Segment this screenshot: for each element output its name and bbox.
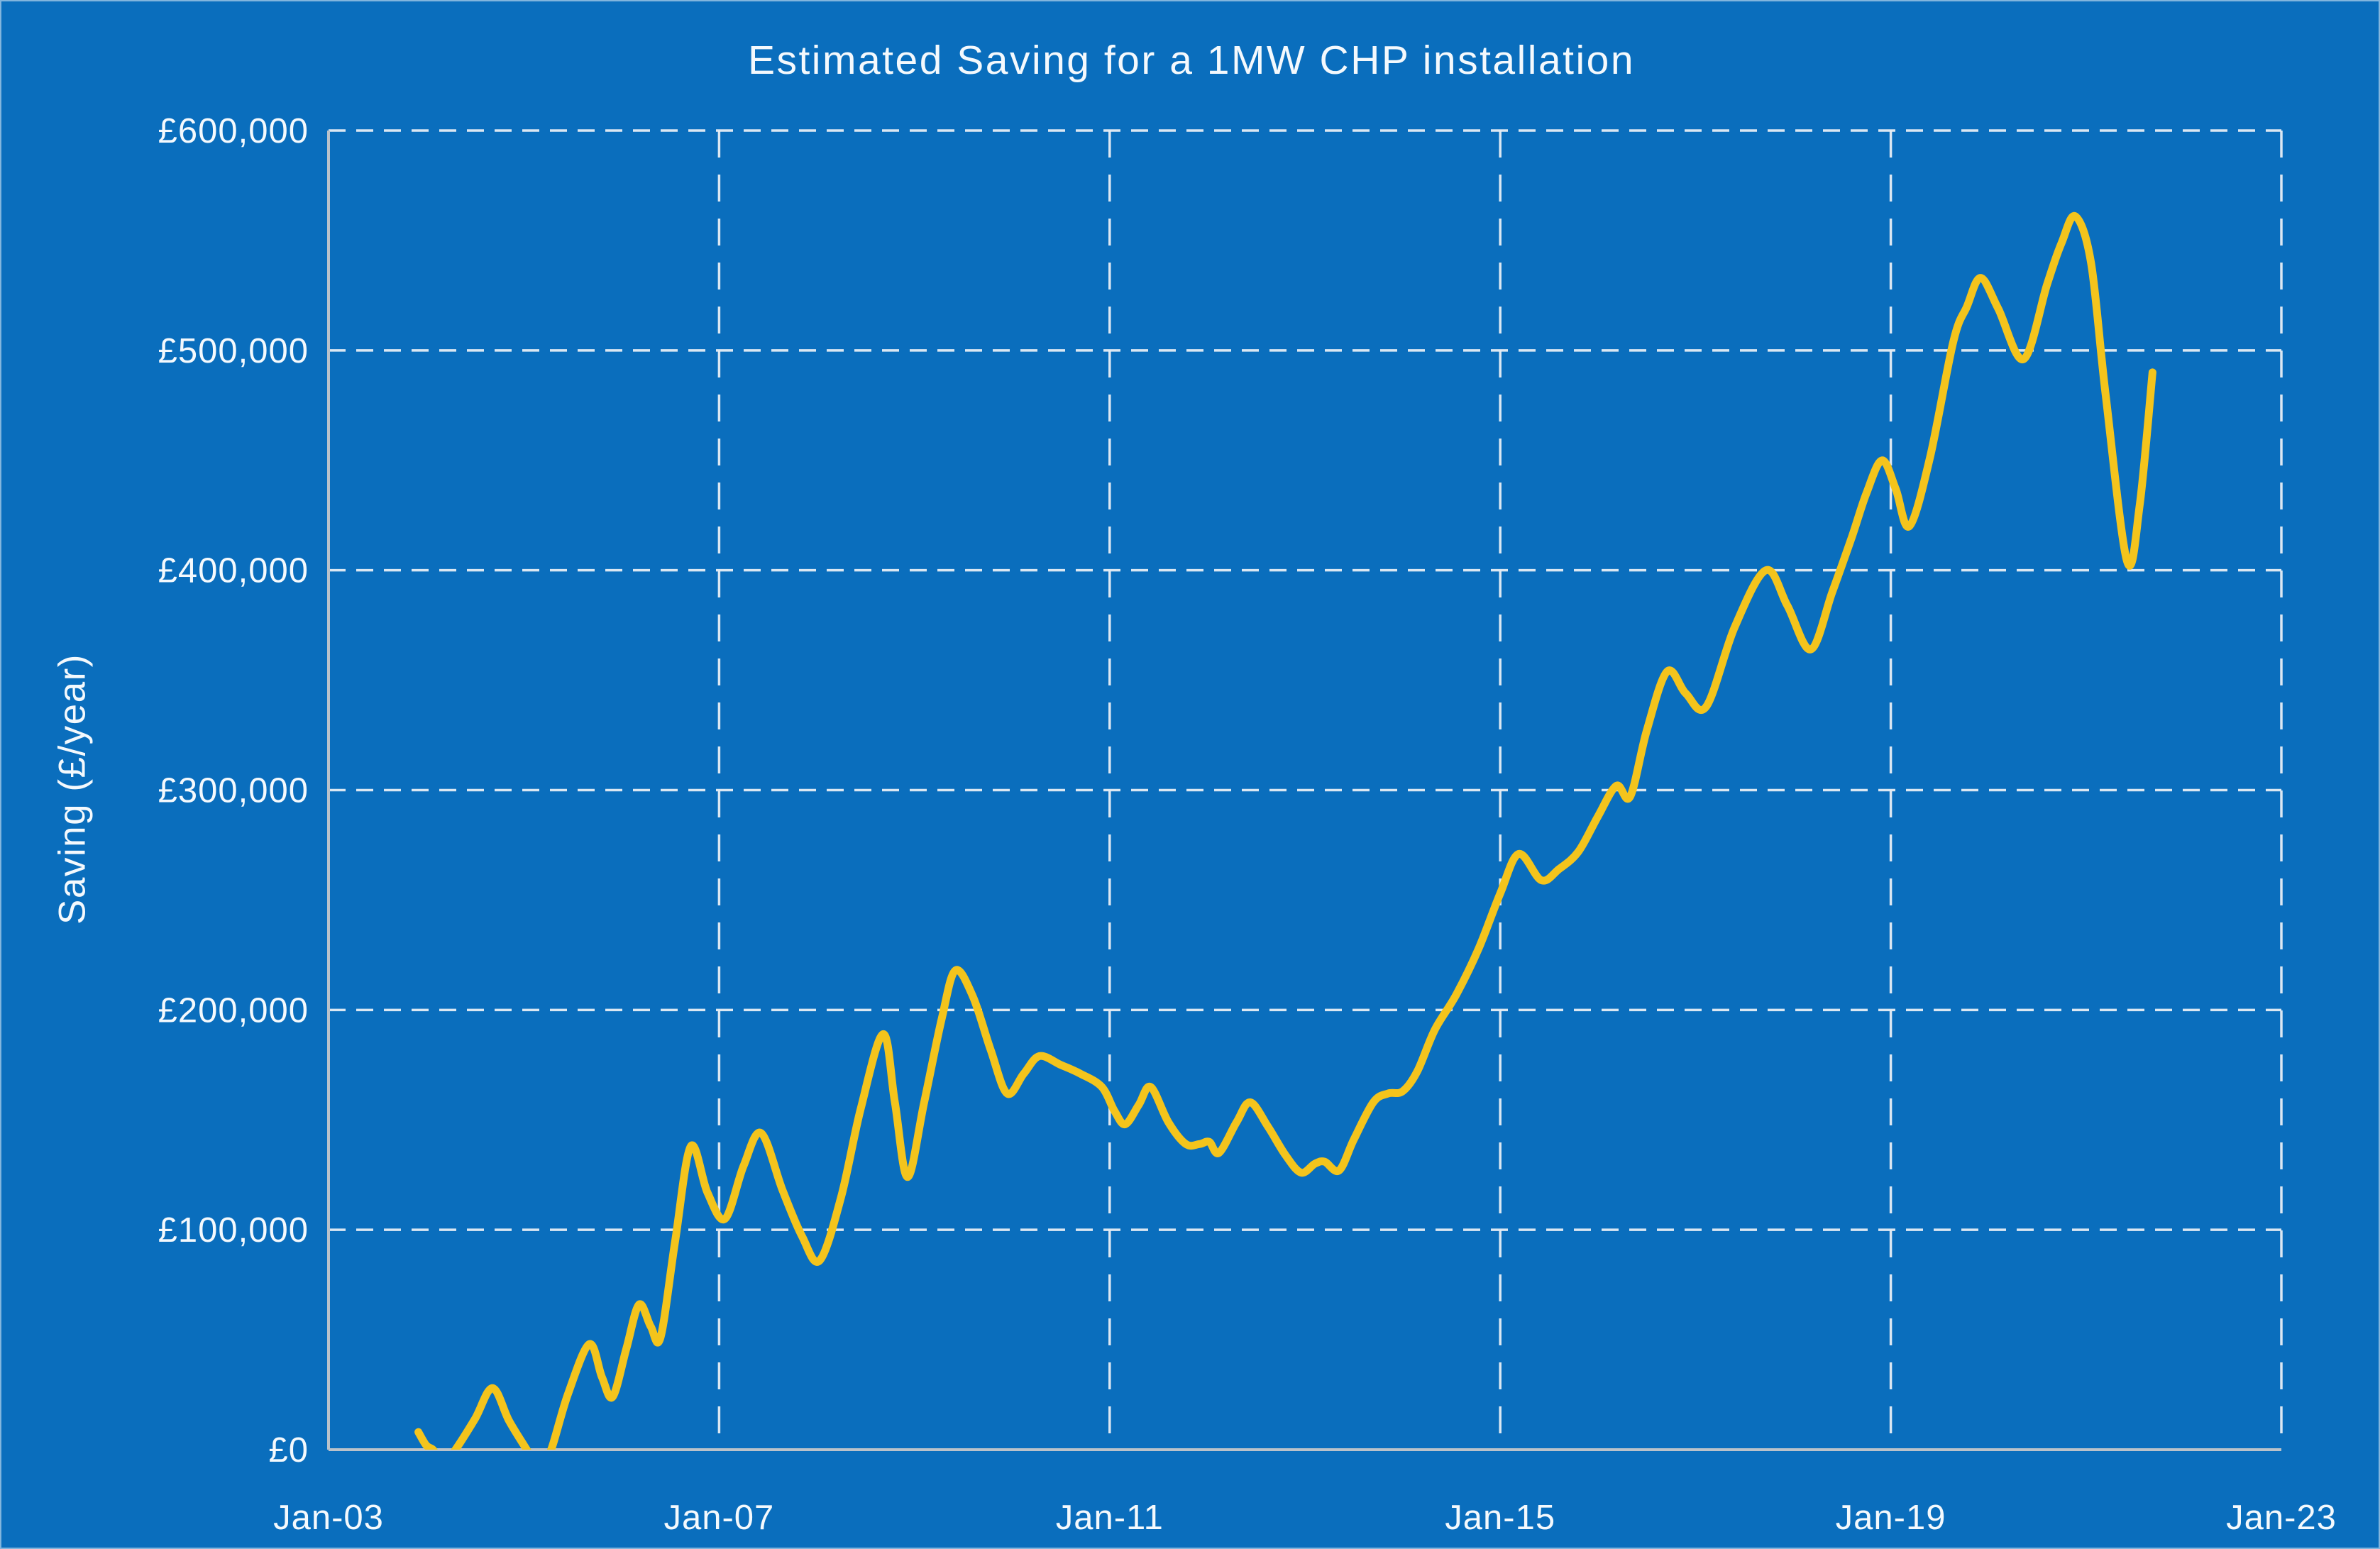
x-tick-label: Jan-07 bbox=[663, 1499, 774, 1537]
chart-title: Estimated Saving for a 1MW CHP installat… bbox=[747, 38, 1636, 83]
y-tick-label: £500,000 bbox=[158, 332, 309, 370]
x-tick-label: Jan-03 bbox=[273, 1499, 384, 1537]
y-tick-label: £300,000 bbox=[158, 772, 309, 810]
y-tick-label: £0 bbox=[268, 1431, 309, 1470]
x-tick-label: Jan-15 bbox=[1445, 1499, 1555, 1537]
y-tick-label: £400,000 bbox=[158, 552, 309, 590]
y-tick-label: £200,000 bbox=[158, 991, 309, 1030]
x-tick-label: Jan-23 bbox=[2226, 1499, 2337, 1537]
y-tick-label: £100,000 bbox=[158, 1211, 309, 1250]
y-tick-label: £600,000 bbox=[158, 112, 309, 150]
x-tick-label: Jan-19 bbox=[1836, 1499, 1946, 1537]
saving-line bbox=[414, 211, 2156, 1450]
x-tick-label: Jan-11 bbox=[1056, 1499, 1164, 1537]
